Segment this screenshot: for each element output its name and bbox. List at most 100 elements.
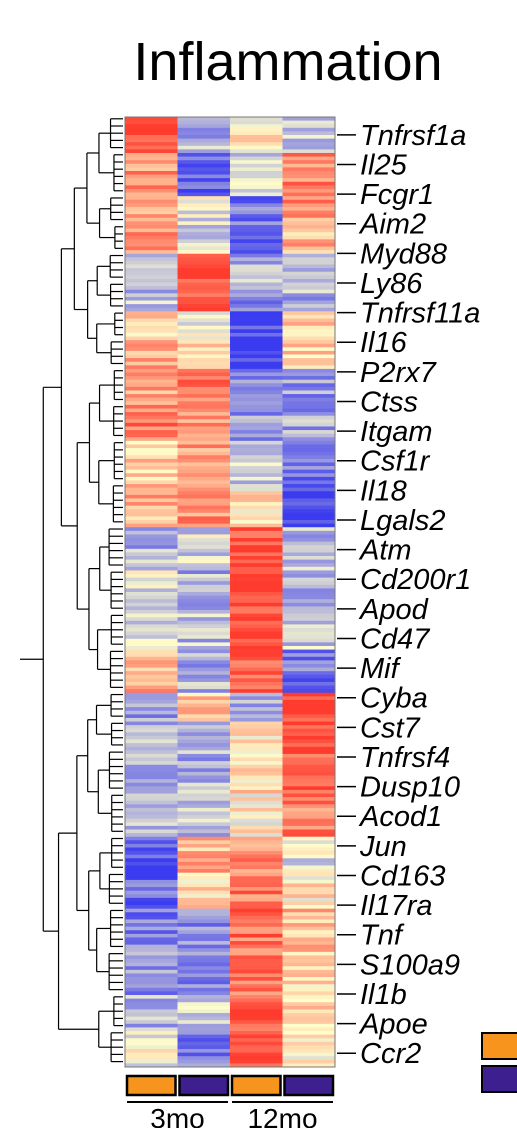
heatmap-cell	[282, 674, 336, 679]
heatmap-cell	[125, 764, 178, 769]
heatmap-cell	[282, 170, 336, 175]
heatmap-cell	[230, 188, 283, 193]
heatmap-cell	[177, 833, 231, 838]
heatmap-cell	[282, 224, 336, 229]
heatmap-cell	[125, 998, 178, 1003]
heatmap-cell	[125, 620, 178, 625]
heatmap-cell	[125, 653, 178, 658]
heatmap-cell	[177, 203, 231, 208]
heatmap-cell	[177, 304, 231, 309]
heatmap-cell	[177, 998, 231, 1003]
heatmap-cell	[177, 743, 231, 748]
heatmap-cell	[177, 394, 231, 399]
heatmap-cell	[125, 199, 178, 204]
heatmap-cell	[177, 984, 231, 989]
heatmap-cell	[282, 448, 336, 453]
heatmap-cell	[177, 422, 231, 427]
heatmap-cell	[230, 764, 283, 769]
heatmap-cell	[177, 761, 231, 766]
heatmap-cell	[230, 401, 283, 406]
heatmap-cell	[125, 854, 178, 859]
heatmap-cell	[177, 973, 231, 978]
heatmap-cell	[125, 386, 178, 391]
heatmap-cell	[230, 717, 283, 722]
heatmap-cell	[177, 1013, 231, 1018]
heatmap-cell	[230, 620, 283, 625]
heatmap-cell	[177, 959, 231, 964]
heatmap-cell	[125, 491, 178, 496]
heatmap-cell	[125, 872, 178, 877]
heatmap-cell	[282, 980, 336, 985]
heatmap-cell	[125, 296, 178, 301]
heatmap-cell	[177, 192, 231, 197]
heatmap-cell	[125, 627, 178, 632]
heatmap-cell	[125, 512, 178, 517]
heatmap-cell	[230, 160, 283, 165]
heatmap-cell	[177, 278, 231, 283]
heatmap-cell	[230, 268, 283, 273]
heatmap-cell	[125, 1013, 178, 1018]
heatmap-cell	[230, 372, 283, 377]
heatmap-cell	[230, 307, 283, 312]
heatmap-cell	[230, 541, 283, 546]
heatmap-cell	[230, 739, 283, 744]
heatmap-cell	[230, 448, 283, 453]
heatmap-cell	[125, 789, 178, 794]
heatmap-cell	[230, 1013, 283, 1018]
heatmap-cell	[177, 448, 231, 453]
heatmap-cell	[177, 861, 231, 866]
heatmap-cell	[125, 487, 178, 492]
heatmap-cell	[177, 523, 231, 528]
heatmap-cell	[282, 401, 336, 406]
heatmap-cell	[282, 379, 336, 384]
heatmap-cell	[230, 732, 283, 737]
heatmap-cell	[125, 955, 178, 960]
heatmap-cell	[177, 293, 231, 298]
heatmap-cell	[282, 869, 336, 874]
heatmap-cell	[177, 782, 231, 787]
heatmap-cell	[125, 210, 178, 215]
heatmap-cell	[125, 782, 178, 787]
heatmap-cell	[282, 145, 336, 150]
heatmap-cell	[282, 1063, 336, 1068]
heatmap-cell	[125, 192, 178, 197]
heatmap-cell	[282, 178, 336, 183]
heatmap-cell	[125, 638, 178, 643]
heatmap-cell	[177, 275, 231, 280]
heatmap-cell	[177, 617, 231, 622]
heatmap-cell	[230, 656, 283, 661]
heatmap-cell	[177, 642, 231, 647]
gene-label: Ccr2	[360, 1038, 421, 1070]
heatmap-cell	[125, 1056, 178, 1061]
heatmap-cell	[125, 858, 178, 863]
heatmap-cell	[177, 502, 231, 507]
heatmap-cell	[177, 307, 231, 312]
heatmap-cell	[177, 160, 231, 165]
heatmap-cell	[177, 779, 231, 784]
heatmap-cell	[177, 242, 231, 247]
heatmap-cell	[177, 545, 231, 550]
heatmap-cell	[282, 138, 336, 143]
heatmap-cell	[230, 512, 283, 517]
heatmap-cell	[230, 595, 283, 600]
heatmap-cell	[230, 368, 283, 373]
heatmap-cell	[230, 314, 283, 319]
heatmap-cell	[282, 897, 336, 902]
heatmap-cell	[282, 523, 336, 528]
heatmap-cell	[125, 214, 178, 219]
heatmap-cell	[177, 649, 231, 654]
heatmap-cell	[125, 401, 178, 406]
heatmap-cell	[177, 818, 231, 823]
heatmap-cell	[230, 746, 283, 751]
heatmap-cell	[177, 667, 231, 672]
heatmap-cell	[230, 124, 283, 129]
heatmap-cell	[125, 995, 178, 1000]
gene-label: Csf1r	[360, 446, 431, 478]
heatmap-cell	[177, 566, 231, 571]
heatmap-cell	[177, 1009, 231, 1014]
heatmap-cell	[282, 462, 336, 467]
heatmap-cell	[230, 1023, 283, 1028]
heatmap-cell	[125, 581, 178, 586]
heatmap-cell	[125, 743, 178, 748]
